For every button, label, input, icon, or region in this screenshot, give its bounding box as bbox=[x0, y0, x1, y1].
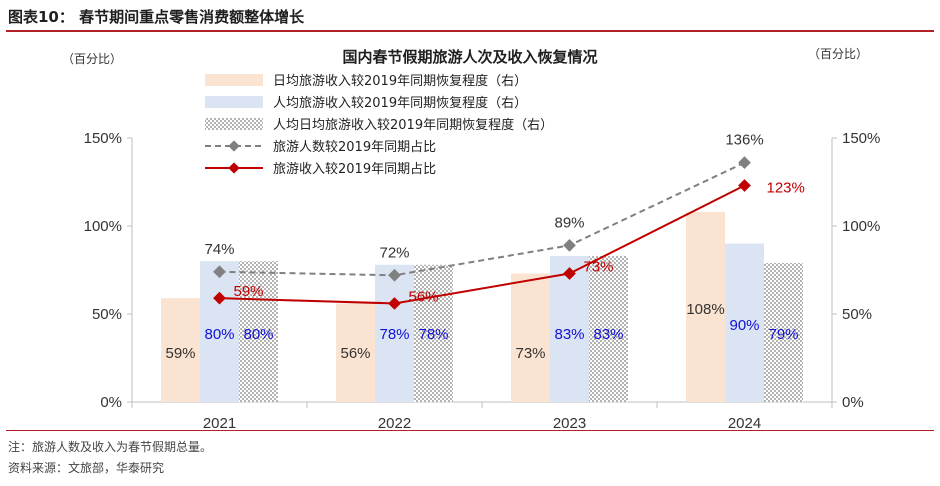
source-line: 资料来源：文旅部，华泰研究 bbox=[8, 461, 165, 475]
legend-label: 人均旅游收入较2019年同期恢复程度（右） bbox=[273, 95, 527, 111]
line-value-label: 72% bbox=[379, 244, 409, 261]
top-rule bbox=[6, 30, 934, 32]
line-value-label: 56% bbox=[409, 288, 439, 305]
bar-per-capita-daily-income bbox=[589, 255, 628, 402]
line-value-label: 123% bbox=[767, 180, 805, 197]
x-tick-label: 2021 bbox=[203, 415, 236, 432]
bar-per-capita-income bbox=[375, 264, 414, 402]
legend-label: 旅游收入较2019年同期占比 bbox=[273, 162, 436, 177]
line-value-label: 89% bbox=[554, 214, 584, 231]
legend-swatch bbox=[205, 118, 263, 130]
legend-swatch bbox=[205, 96, 263, 108]
line-value-label: 74% bbox=[204, 241, 234, 258]
right-tick-label: 0% bbox=[842, 394, 864, 411]
bar-value-label: 78% bbox=[418, 326, 448, 343]
line-tourism-income bbox=[219, 184, 745, 305]
bar-value-label: 90% bbox=[729, 317, 759, 334]
right-axis-unit: （百分比） bbox=[808, 47, 868, 61]
legend-label: 日均旅游收入较2019年同期恢复程度（右） bbox=[273, 73, 527, 89]
legend: 日均旅游收入较2019年同期恢复程度（右） 人均旅游收入较2019年同期恢复程度（… bbox=[205, 73, 553, 177]
right-tick-label: 100% bbox=[842, 218, 880, 235]
bar-value-label: 83% bbox=[593, 326, 623, 343]
legend-marker bbox=[228, 140, 240, 152]
tourist-count-point bbox=[213, 265, 226, 279]
bar-per-capita-daily-income bbox=[239, 261, 278, 402]
left-axis-unit: （百分比） bbox=[62, 52, 122, 66]
bar-per-capita-income bbox=[550, 255, 589, 402]
line-tourist-count bbox=[219, 161, 745, 277]
bar-per-capita-daily-income bbox=[414, 264, 453, 402]
chart-title: 国内春节假期旅游人次及收入恢复情况 bbox=[342, 48, 597, 66]
x-tick-label: 2023 bbox=[553, 415, 586, 432]
tourist-count-point bbox=[738, 156, 751, 170]
left-tick-label: 100% bbox=[84, 218, 122, 235]
legend-swatch bbox=[205, 74, 263, 86]
left-tick-label: 150% bbox=[84, 130, 122, 147]
tourism-income-point bbox=[738, 179, 751, 192]
line-value-label: 73% bbox=[584, 259, 614, 276]
bar-value-label: 78% bbox=[379, 326, 409, 343]
bar-value-label: 56% bbox=[340, 345, 370, 362]
bar-daily-income bbox=[511, 273, 550, 402]
x-tick-label: 2024 bbox=[728, 415, 761, 432]
left-tick-label: 50% bbox=[92, 306, 122, 323]
x-tick-label: 2022 bbox=[378, 415, 411, 432]
legend-label: 旅游人数较2019年同期占比 bbox=[273, 140, 436, 155]
legend-label: 人均日均旅游收入较2019年同期恢复程度（右） bbox=[273, 117, 553, 133]
line-value-label: 59% bbox=[234, 283, 264, 300]
lines bbox=[213, 156, 751, 310]
bar-daily-income bbox=[161, 298, 200, 402]
bar-daily-income bbox=[686, 211, 725, 402]
bottom-rule bbox=[6, 430, 934, 431]
bar-value-label: 80% bbox=[243, 326, 273, 343]
right-tick-label: 50% bbox=[842, 306, 872, 323]
right-tick-label: 150% bbox=[842, 130, 880, 147]
data-labels: 59% 56% 73% 108% 80% 78% 83% 90% 80% 78% 83% 79% 74%… bbox=[165, 132, 804, 362]
figure-title: 图表10： 春节期间重点零售消费额整体增长 bbox=[8, 8, 305, 26]
bars bbox=[161, 211, 803, 402]
bar-per-capita-income bbox=[200, 261, 239, 402]
tourist-count-point bbox=[563, 238, 576, 252]
bar-value-label: 108% bbox=[686, 301, 724, 318]
footnote: 注：旅游人数及收入为春节假期总量。 bbox=[8, 440, 213, 454]
bar-per-capita-income bbox=[725, 243, 764, 402]
bar-value-label: 80% bbox=[204, 326, 234, 343]
tourism-income-point bbox=[213, 291, 226, 305]
left-tick-label: 0% bbox=[100, 394, 122, 411]
tourism-income-point bbox=[388, 297, 401, 310]
bar-per-capita-daily-income bbox=[764, 262, 803, 402]
bar-value-label: 83% bbox=[554, 326, 584, 343]
bar-value-label: 79% bbox=[768, 326, 798, 343]
bar-value-label: 59% bbox=[165, 345, 195, 362]
legend-marker bbox=[228, 162, 240, 174]
tourist-count-point bbox=[388, 268, 401, 282]
bar-daily-income bbox=[336, 303, 375, 402]
bar-value-label: 73% bbox=[515, 345, 545, 362]
line-value-label: 136% bbox=[725, 132, 763, 149]
